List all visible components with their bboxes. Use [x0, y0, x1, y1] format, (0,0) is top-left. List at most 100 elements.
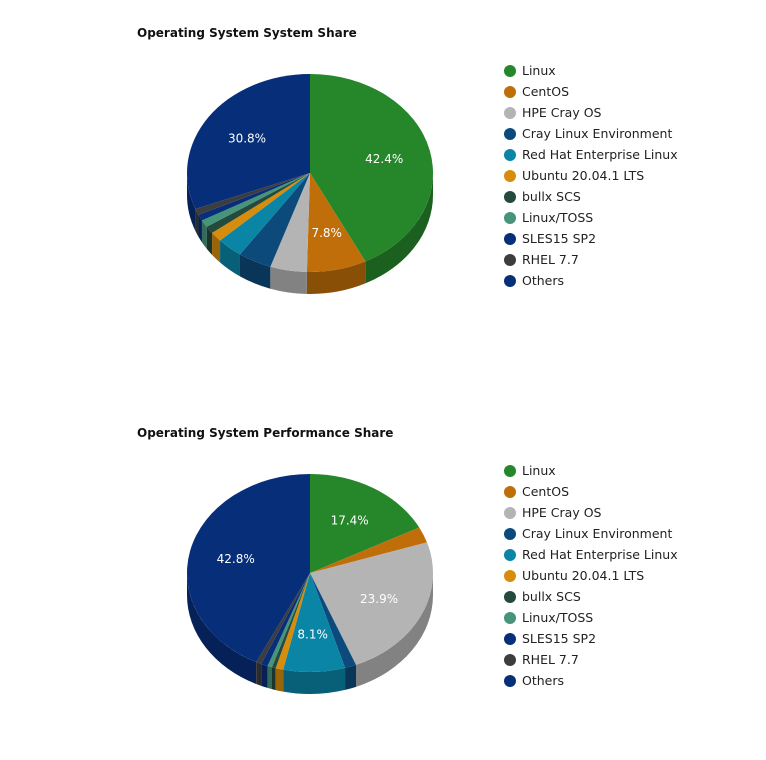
- legend-item-red-hat-enterprise-linux[interactable]: Red Hat Enterprise Linux: [504, 544, 678, 565]
- slice-side-red-hat-enterprise-linux: [220, 240, 240, 277]
- legend-swatch-icon: [504, 169, 516, 182]
- legend-item-others[interactable]: Others: [504, 270, 678, 291]
- legend-swatch-icon: [504, 590, 516, 603]
- slice-label-linux: 17.4%: [331, 514, 369, 528]
- legend-swatch-icon: [504, 232, 516, 245]
- slice-label-others: 30.8%: [228, 131, 266, 145]
- slice-side-centos: [306, 261, 366, 294]
- legend-label: HPE Cray OS: [522, 505, 602, 520]
- legend-label: Red Hat Enterprise Linux: [522, 547, 678, 562]
- legend-item-rhel-7-7[interactable]: RHEL 7.7: [504, 249, 678, 270]
- legend-item-rhel-7-7[interactable]: RHEL 7.7: [504, 649, 678, 670]
- legend-swatch-icon: [504, 632, 516, 645]
- slice-linux-toss: [201, 173, 310, 227]
- chart-title: Operating System Performance Share: [137, 426, 394, 440]
- slice-side-linux: [365, 173, 433, 284]
- legend-label: Cray Linux Environment: [522, 126, 673, 141]
- slice-side-hpe-cray-os: [355, 573, 433, 687]
- slice-side-others: [187, 173, 196, 232]
- system-share-chart: Operating System System Share 42.4% 7.8% 3…: [0, 0, 766, 360]
- legend-item-bullx-scs[interactable]: bullx SCS: [504, 186, 678, 207]
- slice-linux-toss: [267, 573, 310, 668]
- legend-item-hpe-cray-os[interactable]: HPE Cray OS: [504, 502, 678, 523]
- legend-item-hpe-cray-os[interactable]: HPE Cray OS: [504, 102, 678, 123]
- slice-side-sles15-sp2: [261, 663, 268, 688]
- legend-swatch-icon: [504, 506, 516, 519]
- legend-item-cray-linux-environment[interactable]: Cray Linux Environment: [504, 123, 678, 144]
- legend-swatch-icon: [504, 106, 516, 119]
- slice-side-rhel-7-7: [195, 209, 199, 237]
- legend-item-centos[interactable]: CentOS: [504, 481, 678, 502]
- chart-title: Operating System System Share: [137, 26, 357, 40]
- legend-label: Linux: [522, 463, 556, 478]
- legend-swatch-icon: [504, 485, 516, 498]
- slice-side-linux-toss: [201, 220, 207, 249]
- legend-swatch-icon: [504, 569, 516, 582]
- legend-label: Others: [522, 673, 565, 688]
- legend-item-sles15-sp2[interactable]: SLES15 SP2: [504, 628, 678, 649]
- legend-label: bullx SCS: [522, 189, 581, 204]
- legend-label: Linux/TOSS: [522, 210, 594, 225]
- performance-share-pie: 17.4% 23.9% 8.1% 42.8%: [187, 474, 433, 694]
- legend-item-ubuntu-20-04-1-lts[interactable]: Ubuntu 20.04.1 LTS: [504, 165, 678, 186]
- slice-side-bullx-scs: [271, 667, 276, 691]
- slice-hpe-cray-os: [310, 542, 433, 665]
- legend-label: SLES15 SP2: [522, 631, 597, 646]
- legend-item-bullx-scs[interactable]: bullx SCS: [504, 586, 678, 607]
- legend-label: bullx SCS: [522, 589, 581, 604]
- slice-rhel-7-7: [195, 173, 310, 215]
- legend-swatch-icon: [504, 274, 516, 287]
- legend-label: Cray Linux Environment: [522, 526, 673, 541]
- legend-label: RHEL 7.7: [522, 652, 579, 667]
- performance-share-legend: Linux CentOS HPE Cray OS Cray Linux Environ…: [504, 460, 678, 691]
- legend-swatch-icon: [504, 85, 516, 98]
- legend-item-red-hat-enterprise-linux[interactable]: Red Hat Enterprise Linux: [504, 144, 678, 165]
- slice-others: [187, 474, 310, 663]
- slice-side-hpe-cray-os: [270, 266, 307, 294]
- legend-swatch-icon: [504, 527, 516, 540]
- legend-label: CentOS: [522, 84, 570, 99]
- slice-side-others: [187, 573, 257, 685]
- legend-item-cray-linux-environment[interactable]: Cray Linux Environment: [504, 523, 678, 544]
- slice-side-linux-toss: [267, 665, 272, 690]
- legend-swatch-icon: [504, 148, 516, 161]
- legend-item-linux-toss[interactable]: Linux/TOSS: [504, 207, 678, 228]
- slice-label-hpe-cray-os: 23.9%: [360, 592, 398, 606]
- slice-sles15-sp2: [261, 573, 310, 666]
- slice-side-sles15-sp2: [198, 214, 202, 243]
- legend-label: SLES15 SP2: [522, 231, 597, 246]
- legend-item-linux[interactable]: Linux: [504, 60, 678, 81]
- legend-swatch-icon: [504, 464, 516, 477]
- slice-red-hat-enterprise-linux: [220, 173, 310, 255]
- slice-linux: [310, 474, 420, 573]
- legend-item-centos[interactable]: CentOS: [504, 81, 678, 102]
- slice-side-ubuntu-20-04-1-lts: [275, 668, 284, 692]
- slice-others: [186, 74, 310, 210]
- legend-item-linux-toss[interactable]: Linux/TOSS: [504, 607, 678, 628]
- slice-rhel-7-7: [256, 573, 310, 664]
- legend-label: Others: [522, 273, 565, 288]
- slice-cray-linux-environment: [310, 573, 356, 668]
- legend-item-linux[interactable]: Linux: [504, 460, 678, 481]
- slice-side-red-hat-enterprise-linux: [283, 667, 346, 694]
- slice-centos: [310, 527, 427, 573]
- system-share-legend: Linux CentOS HPE Cray OS Cray Linux Environ…: [504, 60, 678, 291]
- slice-red-hat-enterprise-linux: [283, 573, 346, 672]
- slice-bullx-scs: [206, 173, 310, 233]
- legend-item-others[interactable]: Others: [504, 670, 678, 691]
- slice-sles15-sp2: [198, 173, 310, 221]
- legend-label: Ubuntu 20.04.1 LTS: [522, 568, 645, 583]
- legend-label: CentOS: [522, 484, 570, 499]
- legend-item-sles15-sp2[interactable]: SLES15 SP2: [504, 228, 678, 249]
- legend-item-ubuntu-20-04-1-lts[interactable]: Ubuntu 20.04.1 LTS: [504, 565, 678, 586]
- slice-label-others: 42.8%: [217, 552, 255, 566]
- legend-swatch-icon: [504, 653, 516, 666]
- legend-label: HPE Cray OS: [522, 105, 602, 120]
- legend-label: Linux: [522, 63, 556, 78]
- slice-side-cray-linux-environment: [239, 254, 271, 289]
- slice-side-ubuntu-20-04-1-lts: [212, 232, 221, 263]
- legend-swatch-icon: [504, 211, 516, 224]
- legend-swatch-icon: [504, 548, 516, 561]
- slice-side-rhel-7-7: [256, 662, 262, 686]
- slice-side-bullx-scs: [206, 226, 213, 255]
